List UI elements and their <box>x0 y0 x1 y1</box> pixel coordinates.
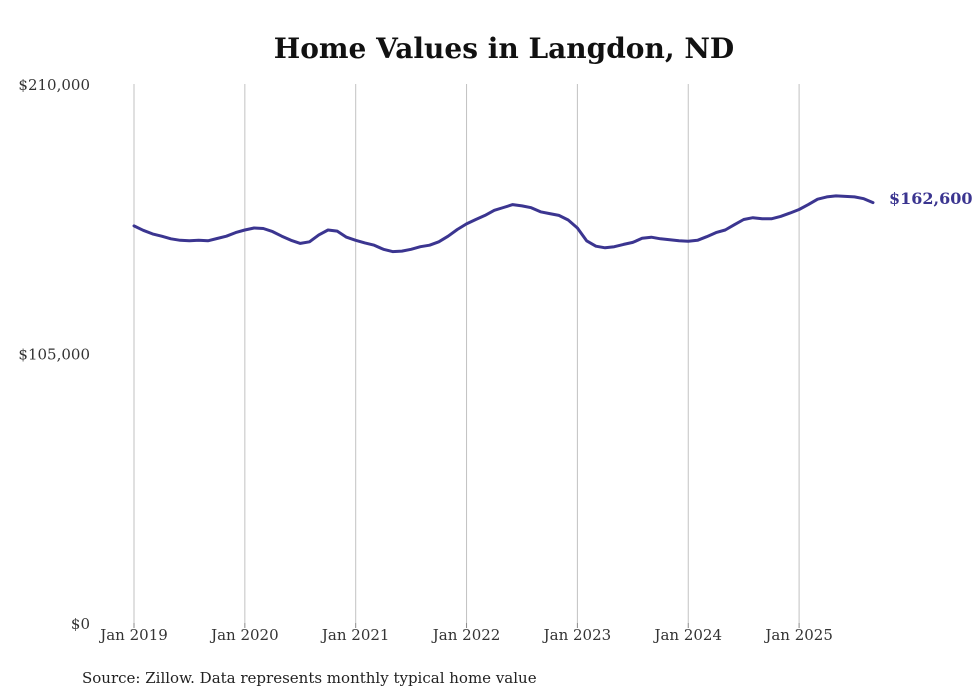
end-value-label: $162,600 <box>889 189 973 208</box>
x-tick-label: Jan 2022 <box>431 626 501 644</box>
y-tick-label: $105,000 <box>18 346 90 364</box>
x-axis: Jan 2019 Jan 2020 Jan 2021 Jan 2022 Jan 2023… <box>98 623 833 644</box>
source-note: Source: Zillow. Data represents monthly … <box>82 669 537 687</box>
y-tick-label: $0 <box>71 615 90 633</box>
x-tick-label: Jan 2020 <box>209 626 279 644</box>
x-tick-label: Jan 2024 <box>652 626 722 644</box>
x-tick-label: Jan 2019 <box>98 626 168 644</box>
y-axis: $0 $105,000 $210,000 <box>18 76 90 633</box>
series-line <box>132 194 875 254</box>
x-tick-label: Jan 2023 <box>542 626 612 644</box>
chart-title: Home Values in Langdon, ND <box>274 32 734 65</box>
y-tick-label: $210,000 <box>18 76 90 94</box>
x-tick-label: Jan 2021 <box>320 626 390 644</box>
x-tick-label: Jan 2025 <box>763 626 833 644</box>
series-group <box>132 194 875 254</box>
gridlines <box>133 84 800 623</box>
